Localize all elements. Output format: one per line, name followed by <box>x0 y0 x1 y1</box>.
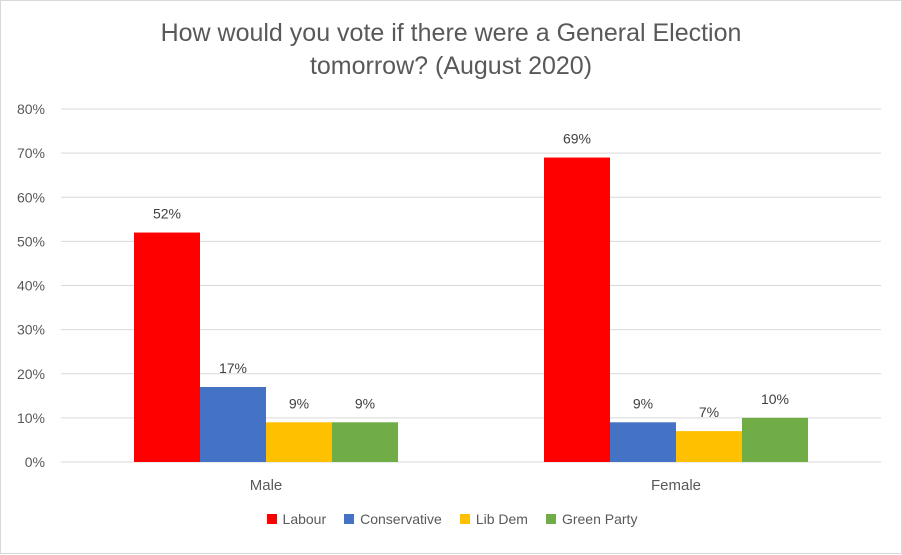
data-label: 52% <box>153 206 181 222</box>
y-tick-label: 80% <box>17 101 45 117</box>
bar-green-party <box>742 417 808 462</box>
bar-green-party <box>332 422 398 462</box>
legend-swatch <box>459 514 470 524</box>
y-tick-label: 60% <box>17 189 45 205</box>
data-label: 9% <box>289 395 309 411</box>
legend-label: Green Party <box>561 511 638 527</box>
y-tick-label: 0% <box>25 454 45 470</box>
y-tick-label: 70% <box>17 145 45 161</box>
bar-conservative <box>200 386 266 462</box>
bar-lib-dem <box>266 422 332 462</box>
legend-swatch <box>266 514 277 524</box>
bar-conservative <box>610 422 676 462</box>
x-category-label: Female <box>651 477 701 494</box>
data-label: 9% <box>633 395 653 411</box>
legend-label: Conservative <box>360 511 442 527</box>
legend-swatch <box>344 514 355 524</box>
bar-labour <box>544 157 610 462</box>
data-label: 10% <box>761 391 789 407</box>
chart-title: How would you vote if there were a Gener… <box>160 19 742 80</box>
y-tick-label: 40% <box>17 278 45 294</box>
legend-swatch <box>545 514 556 524</box>
legend-item: Green Party <box>545 511 638 527</box>
y-tick-label: 20% <box>17 366 45 382</box>
bar-labour <box>134 232 200 462</box>
data-label: 9% <box>355 395 375 411</box>
bar-lib-dem <box>676 431 742 462</box>
y-tick-label: 30% <box>17 322 45 338</box>
y-tick-label: 50% <box>17 233 45 249</box>
x-category-label: Male <box>250 477 283 494</box>
data-label: 17% <box>219 360 247 376</box>
legend-item: Conservative <box>344 511 442 527</box>
chart-legend: Labour Conservative Lib Dem Green Party <box>1 511 902 527</box>
legend-label: Lib Dem <box>475 511 528 527</box>
y-tick-label: 10% <box>17 410 45 426</box>
legend-label: Labour <box>282 511 327 527</box>
data-label: 69% <box>563 131 591 147</box>
legend-item: Lib Dem <box>459 511 528 527</box>
data-label: 7% <box>699 404 719 420</box>
legend-item: Labour <box>266 511 327 527</box>
